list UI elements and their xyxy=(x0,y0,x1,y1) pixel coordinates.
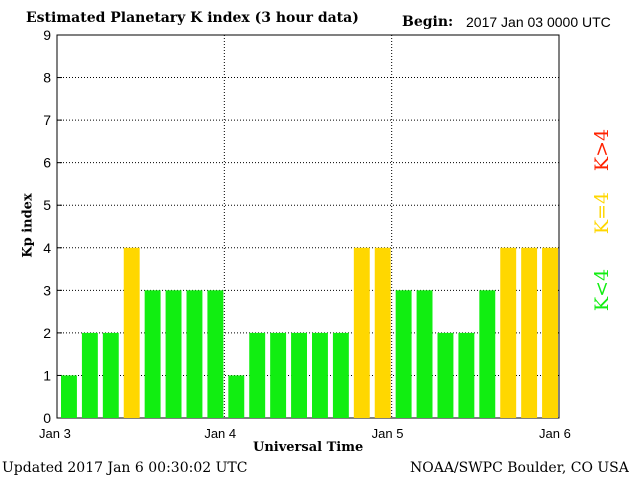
x-axis-label: Universal Time xyxy=(253,440,364,455)
x-tick-label: Jan 3 xyxy=(39,426,71,441)
y-tick-label: 1 xyxy=(43,367,51,383)
y-tick-label: 7 xyxy=(43,112,51,128)
kp-bar xyxy=(458,332,475,418)
y-tick-label: 3 xyxy=(43,282,51,298)
y-tick-label: 4 xyxy=(43,240,51,256)
updated-timestamp: Updated 2017 Jan 6 00:30:02 UTC xyxy=(2,460,248,476)
kp-bar xyxy=(353,247,370,418)
kp-bar xyxy=(270,332,287,418)
kp-bar xyxy=(186,290,203,418)
legend-above: K>4 xyxy=(591,128,613,172)
kp-bar xyxy=(249,332,266,418)
kp-bar xyxy=(81,332,98,418)
y-tick-label: 8 xyxy=(43,70,51,86)
plot-frame xyxy=(56,34,560,419)
kp-bar xyxy=(165,290,182,418)
legend-below: K<4 xyxy=(591,268,613,312)
kp-bar xyxy=(144,290,161,418)
kp-bar xyxy=(228,375,245,418)
kp-bar xyxy=(437,332,454,418)
kp-bar xyxy=(123,247,140,418)
y-tick-label: 6 xyxy=(43,155,51,171)
kp-bar xyxy=(374,247,391,418)
kp-bar xyxy=(479,290,496,418)
x-tick-label: Jan 5 xyxy=(372,426,404,441)
x-tick-label: Jan 4 xyxy=(204,426,236,441)
kp-bar xyxy=(291,332,307,418)
legend-equal: K=4 xyxy=(591,191,613,235)
kp-bar xyxy=(500,247,517,418)
chart-title: Estimated Planetary K index (3 hour data… xyxy=(26,10,359,26)
kp-bar xyxy=(332,332,349,418)
kp-bar xyxy=(416,290,433,418)
begin-value: 2017 Jan 03 0000 UTC xyxy=(466,14,611,30)
x-tick-label: Jan 6 xyxy=(539,426,571,441)
kp-bar xyxy=(521,247,538,418)
y-axis-label: Kp index xyxy=(20,193,36,258)
source-credit: NOAA/SWPC Boulder, CO USA xyxy=(410,460,629,476)
kp-bar xyxy=(61,375,77,418)
kp-bar xyxy=(542,247,558,418)
begin-label: Begin: xyxy=(402,14,454,30)
y-tick-label: 2 xyxy=(43,325,51,341)
y-tick-label: 0 xyxy=(43,410,51,426)
y-tick-label: 5 xyxy=(43,197,51,213)
kp-bar xyxy=(102,332,119,418)
y-tick-label: 9 xyxy=(43,27,51,43)
kp-bar xyxy=(395,290,412,418)
kp-bar xyxy=(312,332,328,418)
kp-bar xyxy=(207,290,224,418)
